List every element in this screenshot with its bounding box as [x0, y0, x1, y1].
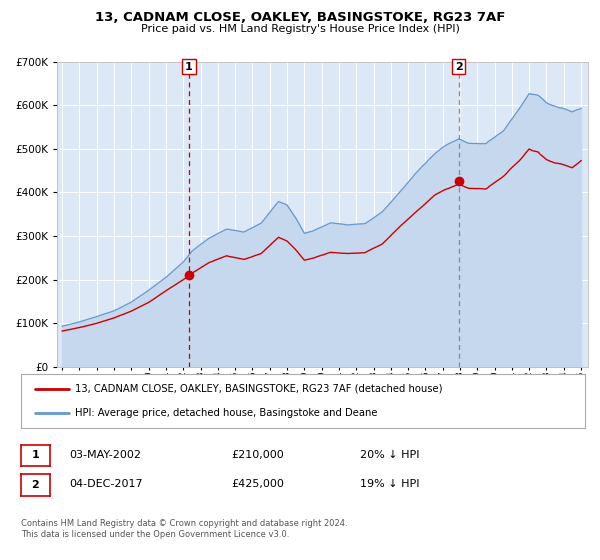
Text: 13, CADNAM CLOSE, OAKLEY, BASINGSTOKE, RG23 7AF: 13, CADNAM CLOSE, OAKLEY, BASINGSTOKE, R…	[95, 11, 505, 24]
Text: Price paid vs. HM Land Registry's House Price Index (HPI): Price paid vs. HM Land Registry's House …	[140, 24, 460, 34]
Text: 1: 1	[32, 450, 39, 460]
Text: £425,000: £425,000	[231, 479, 284, 489]
Text: 20% ↓ HPI: 20% ↓ HPI	[360, 450, 419, 460]
Text: 13, CADNAM CLOSE, OAKLEY, BASINGSTOKE, RG23 7AF (detached house): 13, CADNAM CLOSE, OAKLEY, BASINGSTOKE, R…	[74, 384, 442, 394]
Text: 03-MAY-2002: 03-MAY-2002	[69, 450, 141, 460]
Text: Contains HM Land Registry data © Crown copyright and database right 2024.: Contains HM Land Registry data © Crown c…	[21, 519, 347, 528]
Text: 2: 2	[32, 480, 39, 490]
Text: 04-DEC-2017: 04-DEC-2017	[69, 479, 143, 489]
Text: HPI: Average price, detached house, Basingstoke and Deane: HPI: Average price, detached house, Basi…	[74, 408, 377, 418]
Text: 2: 2	[455, 62, 463, 72]
Text: This data is licensed under the Open Government Licence v3.0.: This data is licensed under the Open Gov…	[21, 530, 289, 539]
Text: £210,000: £210,000	[231, 450, 284, 460]
Text: 19% ↓ HPI: 19% ↓ HPI	[360, 479, 419, 489]
Text: 1: 1	[185, 62, 193, 72]
